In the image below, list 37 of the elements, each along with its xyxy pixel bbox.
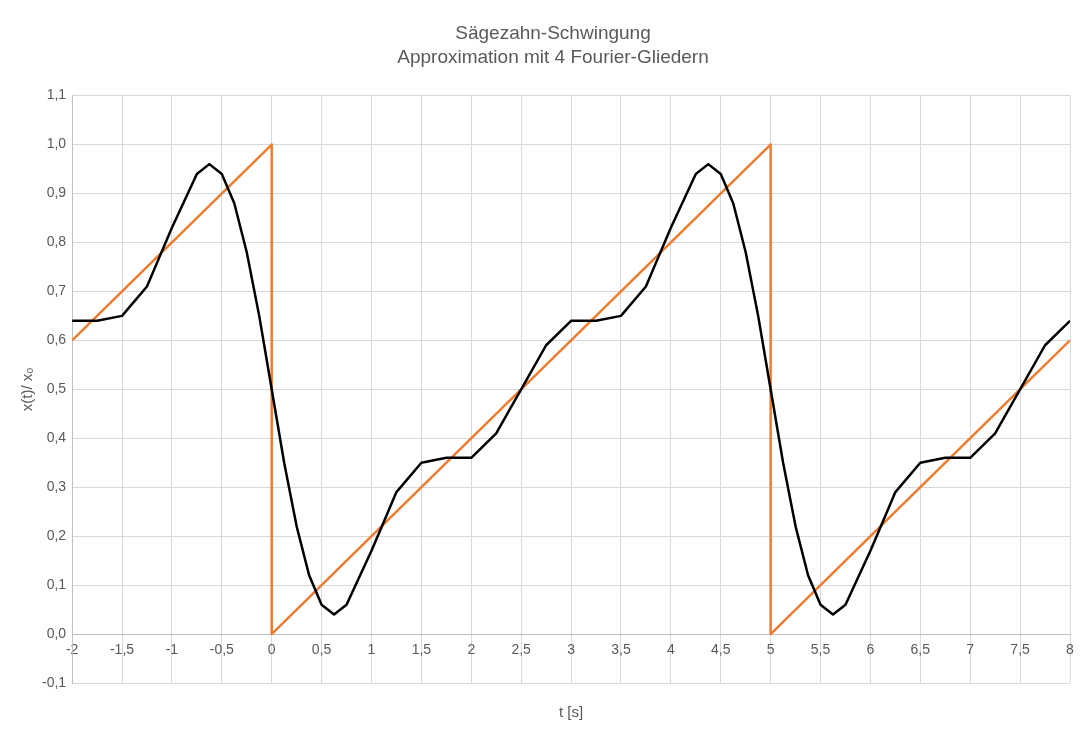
- y-tick-label: 0,9: [46, 184, 67, 201]
- x-tick-label: 2: [467, 641, 476, 658]
- x-tick-label: 1,5: [411, 641, 432, 658]
- x-tick-label: 6,5: [910, 641, 931, 658]
- chart-title: Sägezahn-Schwingung: [455, 21, 651, 43]
- x-tick-label: -1,5: [109, 641, 135, 658]
- y-tick-label: 0,4: [46, 429, 67, 446]
- x-tick-label: 4: [666, 641, 675, 658]
- y-tick-label: 0,7: [46, 282, 67, 299]
- x-tick-label: 7: [966, 641, 975, 658]
- y-tick-label: 0,6: [46, 331, 67, 348]
- chart-subtitle: Approximation mit 4 Fourier-Gliedern: [397, 46, 709, 68]
- x-tick-label: 8: [1066, 641, 1075, 658]
- x-tick-label: 2,5: [511, 641, 532, 658]
- x-tick-label: 3,5: [611, 641, 631, 658]
- y-tick-label: 0,2: [46, 527, 67, 544]
- x-axis-title: t [s]: [558, 702, 584, 720]
- y-tick-label: 1,0: [46, 135, 67, 152]
- x-tick-label: 1: [367, 641, 376, 658]
- y-tick-label: 0,8: [46, 233, 67, 250]
- y-tick-label: 0,0: [46, 624, 67, 641]
- x-tick-label: 0,5: [311, 641, 332, 658]
- x-tick-label: -1: [165, 641, 179, 658]
- y-tick-label: 0,1: [46, 575, 67, 592]
- y-tick-label: -0,1: [42, 673, 67, 690]
- x-tick-label: 7,5: [1010, 641, 1031, 658]
- y-tick-label: 1,1: [46, 86, 67, 103]
- x-tick-label: 4,5: [711, 641, 731, 658]
- x-tick-label: 3: [567, 641, 576, 658]
- y-axis-title: x(t)/ x₀: [18, 367, 36, 412]
- y-tick-label: 0,3: [46, 478, 67, 495]
- x-tick-label: 0: [267, 641, 276, 658]
- x-tick-label: 5,5: [810, 641, 831, 658]
- x-tick-label: -0,5: [209, 641, 235, 658]
- y-tick-label: 0,5: [46, 380, 67, 397]
- x-tick-label: 6: [866, 641, 875, 658]
- x-tick-label: 5: [766, 641, 775, 658]
